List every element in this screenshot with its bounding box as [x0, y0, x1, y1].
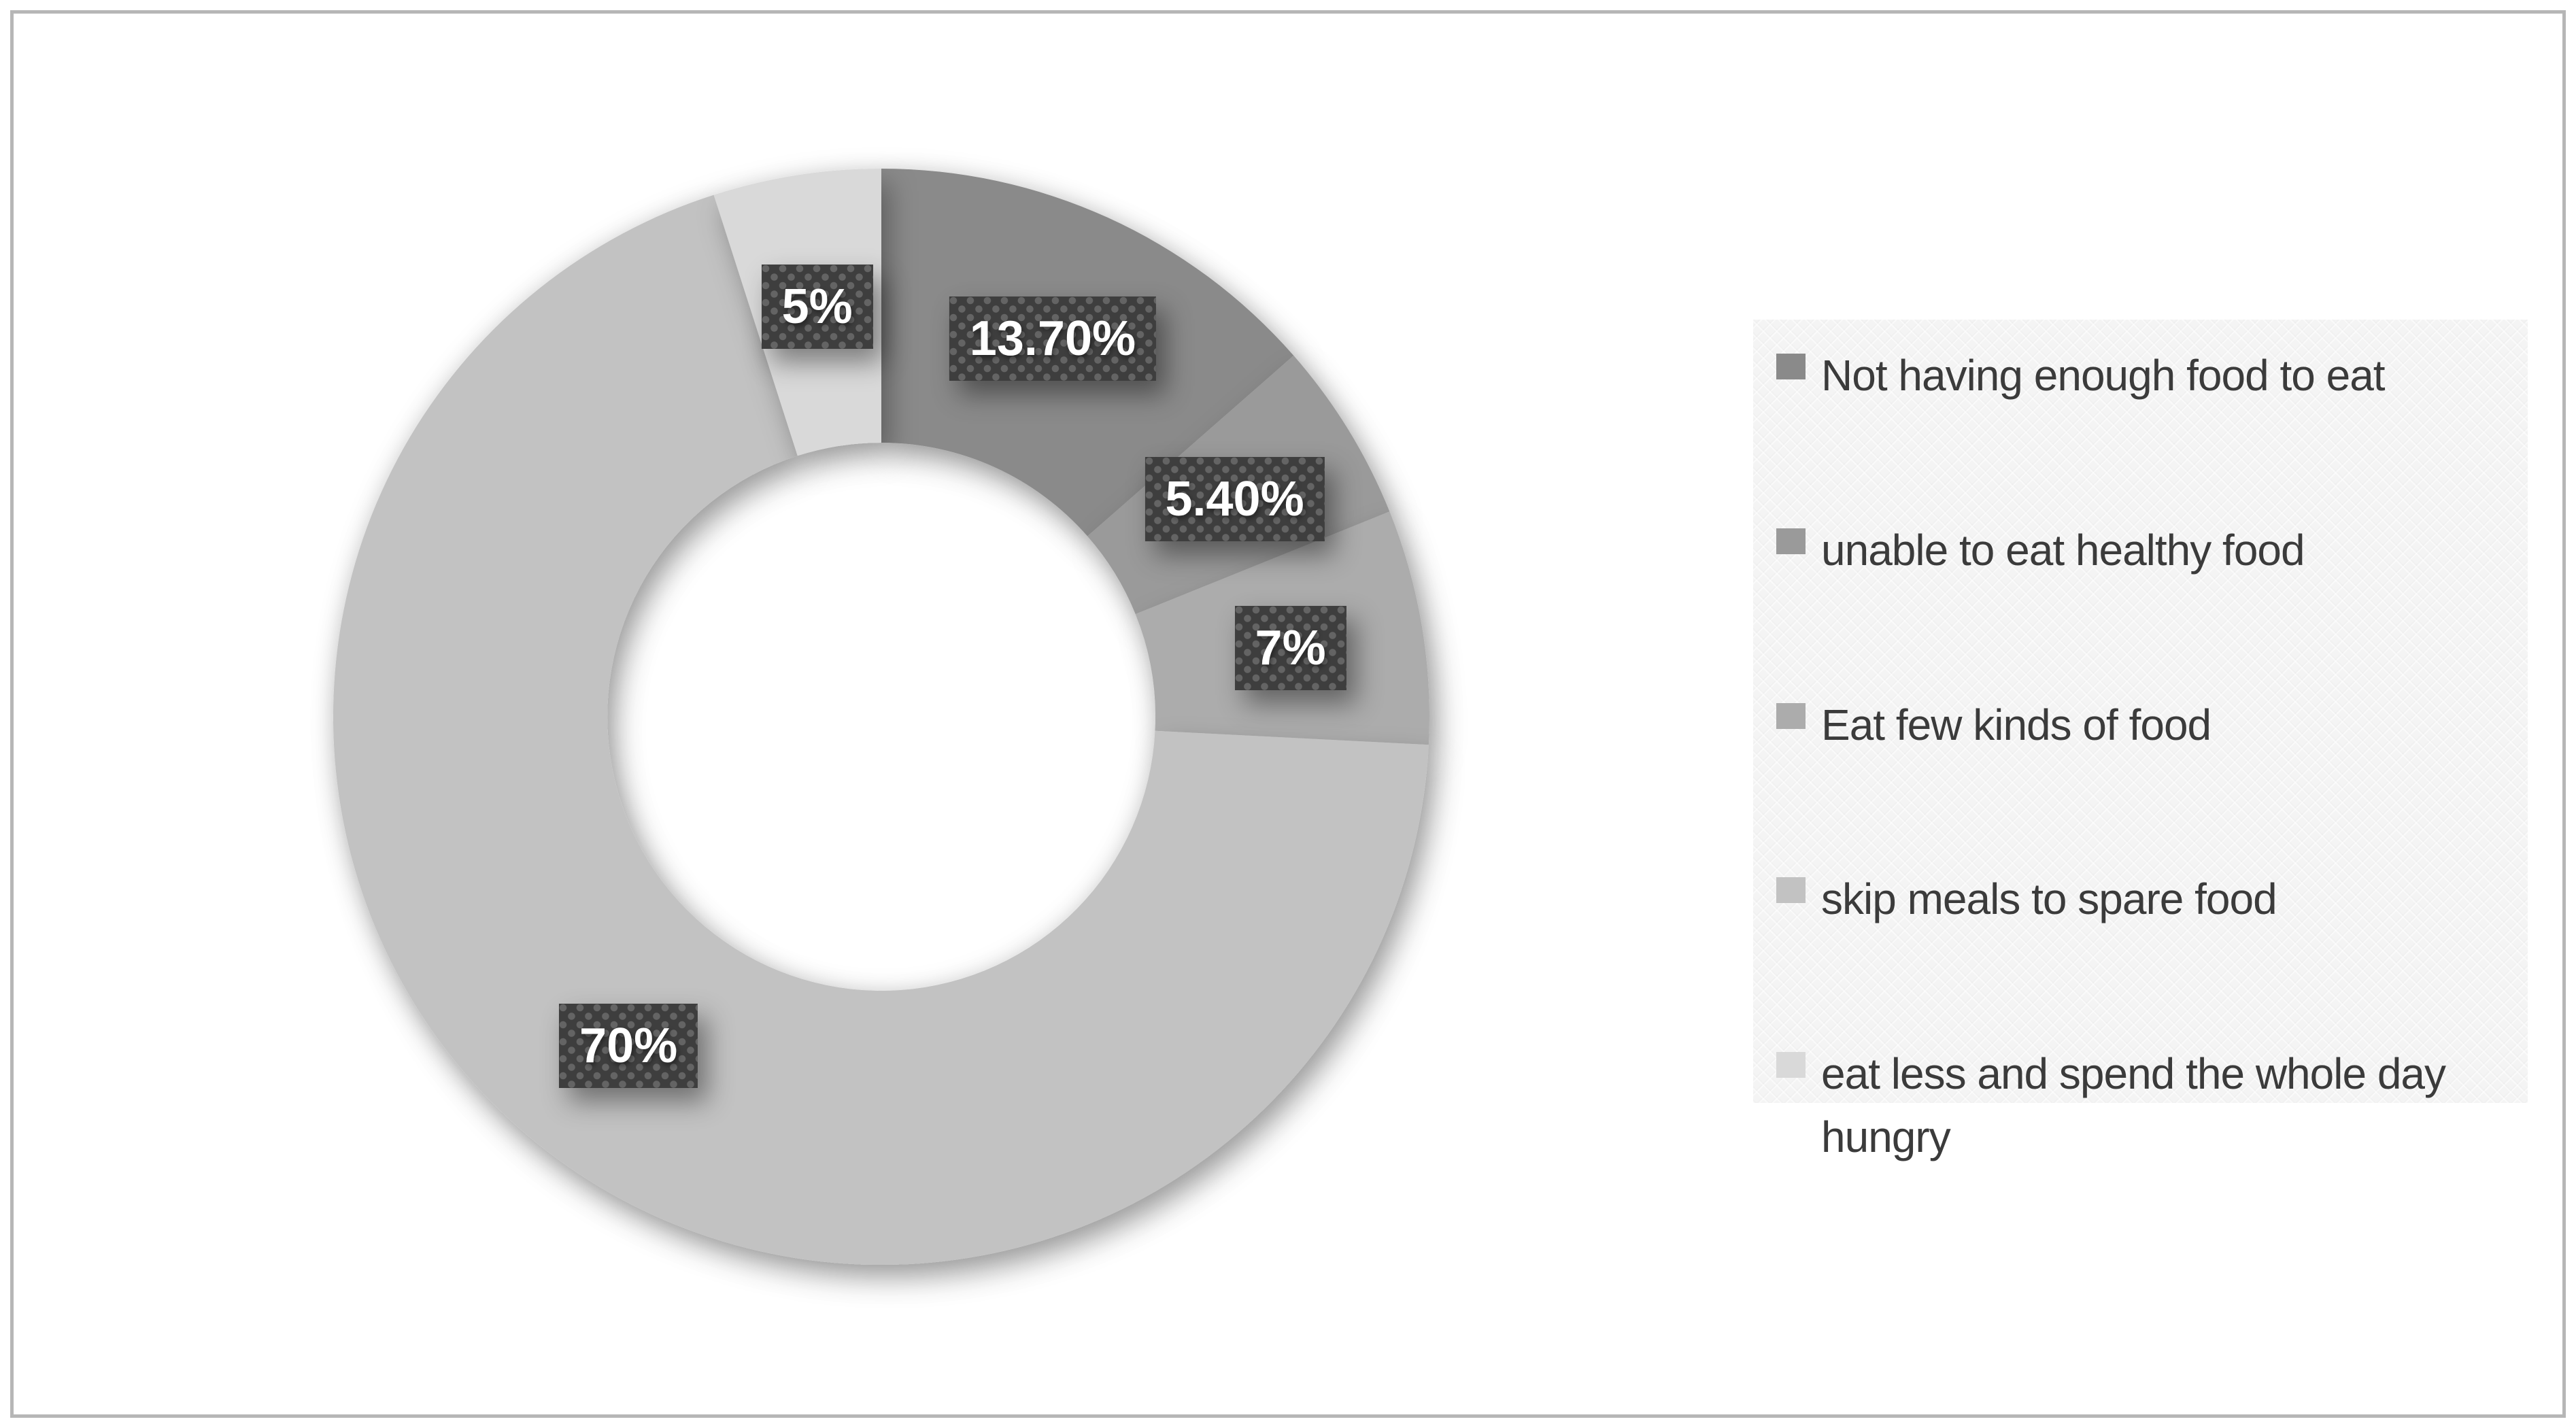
data-label-3: 7%: [1235, 606, 1346, 690]
legend-item-few-kinds-of-food: Eat few kinds of food: [1776, 694, 2514, 757]
legend-swatch: [1776, 1052, 1806, 1078]
legend-swatch: [1776, 528, 1806, 554]
chart-legend: Not having enough food to eat unable to …: [1753, 320, 2528, 1161]
legend-item-skip-meals: skip meals to spare food: [1776, 868, 2514, 931]
data-label-4: 70%: [559, 1004, 698, 1088]
data-label-1: 13.70%: [949, 296, 1156, 381]
legend-label: eat less and spend the whole day hungry: [1821, 1049, 2446, 1161]
legend-label: unable to eat healthy food: [1821, 525, 2305, 575]
legend-label: Eat few kinds of food: [1821, 700, 2211, 749]
legend-swatch: [1776, 354, 1806, 379]
data-label-5: 5%: [762, 265, 873, 349]
legend-item-eat-less-hungry: eat less and spend the whole day hungry: [1776, 1042, 2514, 1169]
data-label-2: 5.40%: [1145, 457, 1324, 541]
legend-label: Not having enough food to eat: [1821, 351, 2386, 400]
legend-swatch: [1776, 702, 1806, 729]
pie-slice-4: [333, 194, 1429, 1265]
legend-item-not-enough-food: Not having enough food to eat: [1776, 344, 2514, 407]
legend-label: skip meals to spare food: [1821, 874, 2277, 924]
legend-item-unable-healthy-food: unable to eat healthy food: [1776, 519, 2514, 582]
legend-swatch: [1776, 877, 1806, 904]
doughnut-slices: [333, 169, 1429, 1265]
